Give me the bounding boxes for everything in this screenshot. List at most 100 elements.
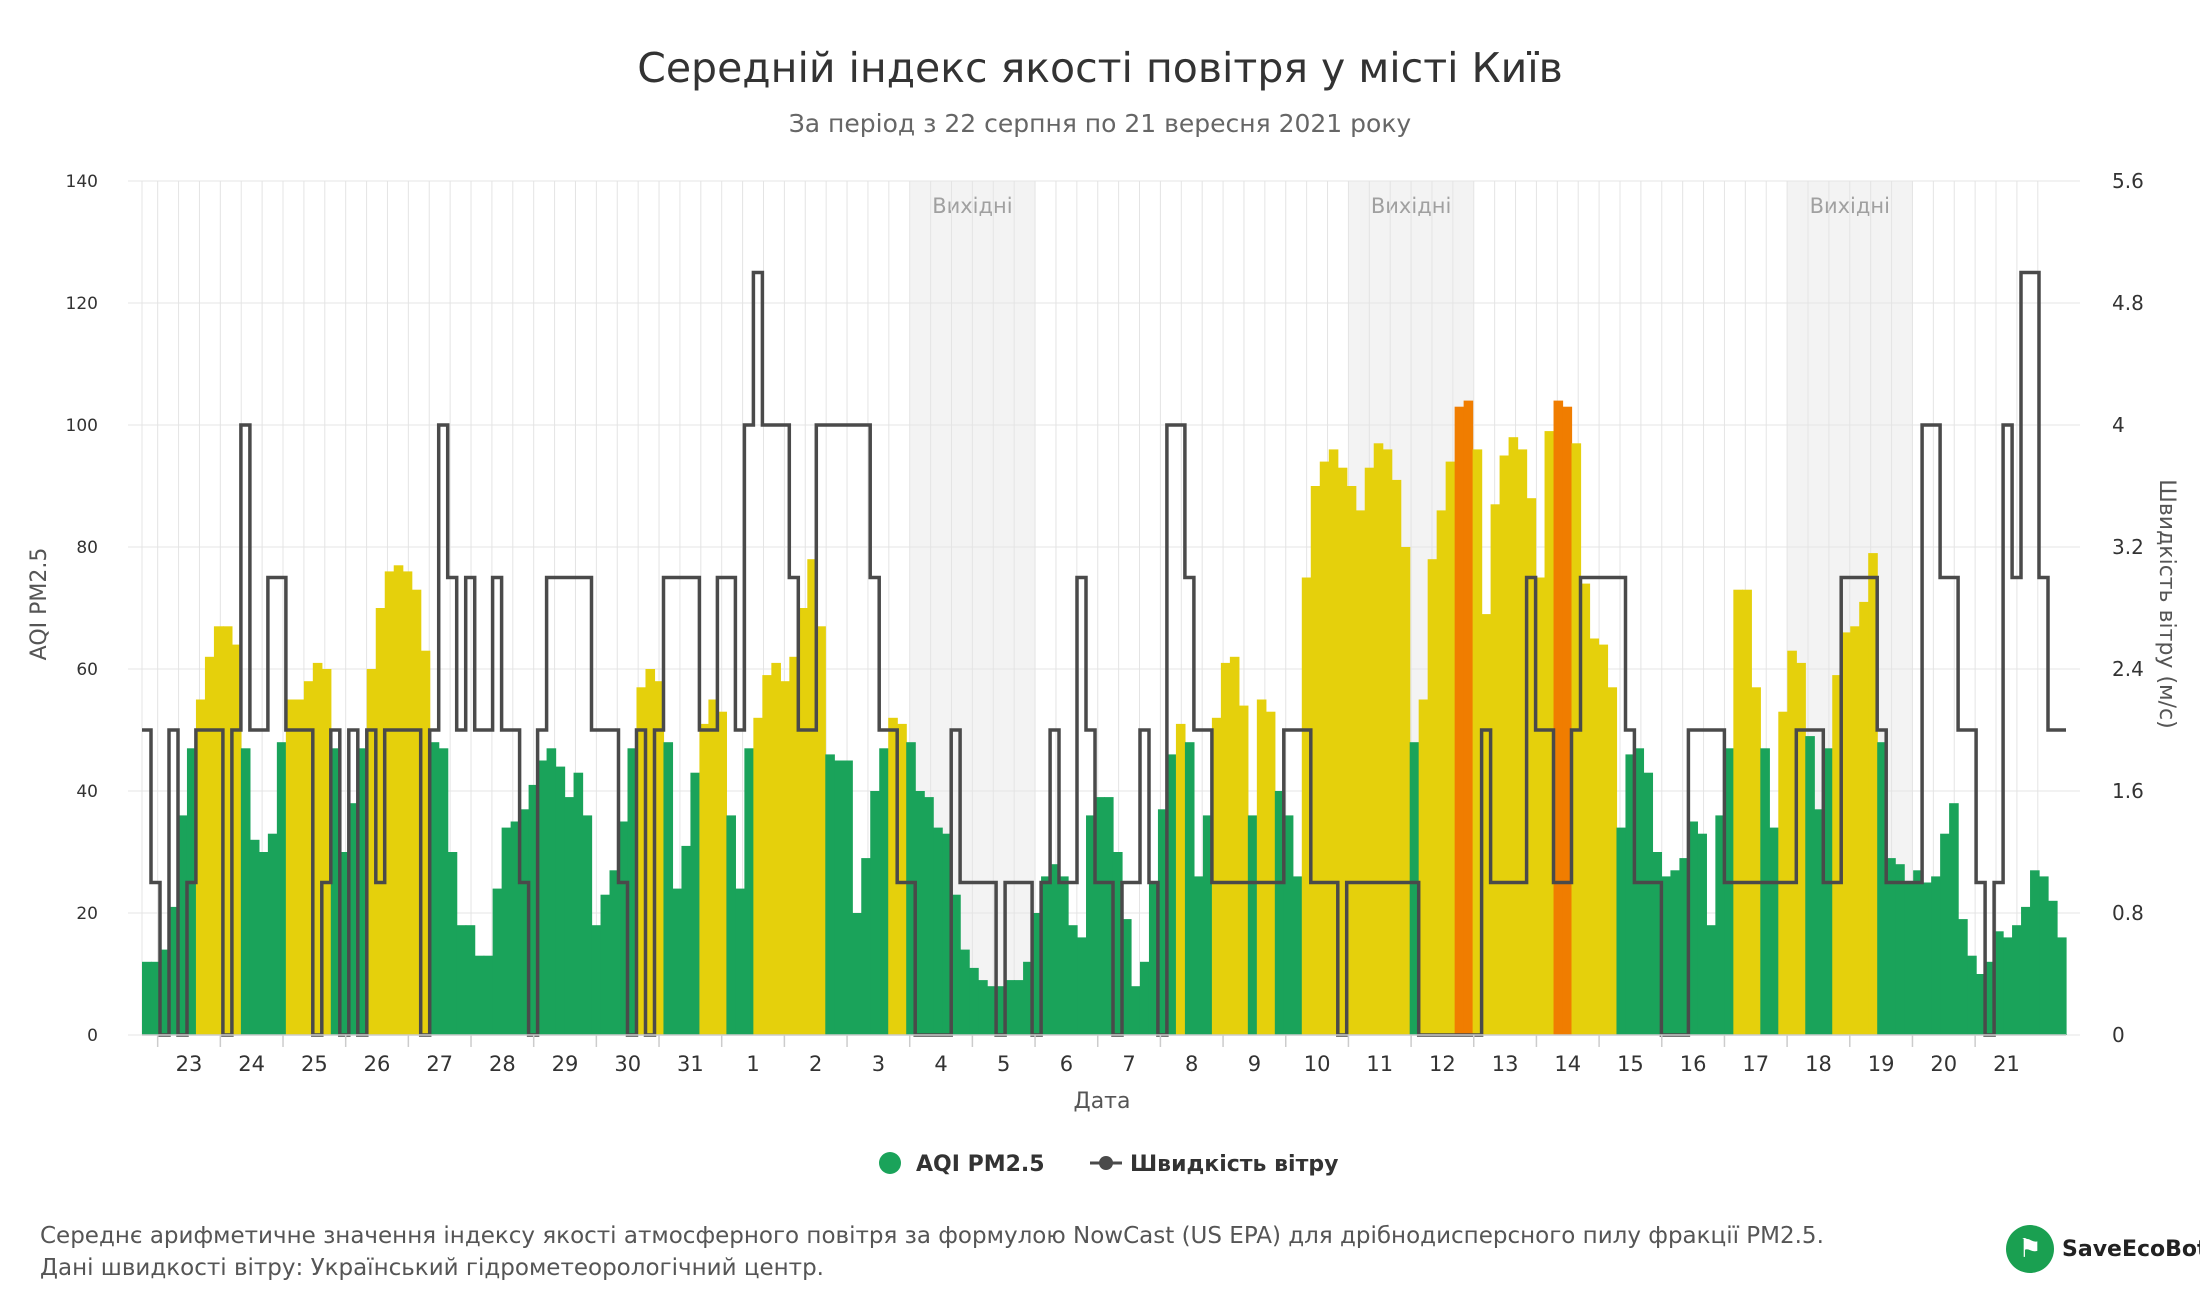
aqi-bar [744,748,754,1035]
aqi-bar [1706,925,1716,1035]
aqi-bar [339,852,350,1035]
aqi-bar [312,662,323,1035]
aqi-bar [2048,900,2058,1035]
x-tick-label: 17 [1742,1052,1769,1076]
aqi-bar [690,772,701,1035]
aqi-bar [1436,510,1447,1035]
aqi-bar [150,961,161,1035]
aqi-bar [2057,937,2067,1035]
aqi-bar [1814,809,1824,1035]
aqi-bar [771,662,781,1035]
aqi-bar [1517,449,1528,1035]
aqi-bar [618,821,629,1035]
y-tick-label: 20 [76,904,98,924]
x-tick-label: 5 [997,1052,1010,1076]
aqi-bar [1086,815,1096,1035]
aqi-bar [222,626,233,1035]
brand[interactable]: ⚑ SaveEcoBot [2006,1225,2200,1273]
aqi-bar [1499,455,1510,1035]
aqi-bar [933,827,943,1035]
aqi-bar [699,723,710,1035]
aqi-bar [1382,449,1393,1035]
y-tick-label: 0 [87,1026,98,1046]
x-tick-label: 25 [301,1052,328,1076]
aqi-bar [429,742,440,1035]
aqi-bar [780,681,790,1035]
aqi-bar [1328,449,1339,1035]
aqi-bar [1121,919,1132,1035]
aqi-bar [1526,498,1537,1035]
x-tick-label: 1 [746,1052,759,1076]
aqi-bar [591,925,602,1035]
aqi-bar [1418,699,1429,1035]
brand-name: SaveEcoBot [2062,1236,2200,1262]
aqi-bar [726,815,736,1035]
legend-label-wind: Швидкість вітру [1130,1152,1338,1177]
aqi-bar [1346,486,1357,1035]
aqi-bar [546,748,557,1035]
aqi-bar [1553,400,1564,1036]
y2-tick-label: 4 [2112,413,2125,437]
legend-item-wind[interactable]: Швидкість вітру [1090,1152,1338,1177]
aqi-bar [1787,650,1797,1035]
aqi-bar [1095,797,1105,1035]
aqi-bar [195,699,206,1035]
x-tick-label: 15 [1617,1052,1644,1076]
aqi-bar [735,888,745,1035]
aqi-bar [807,559,817,1035]
aqi-bar [1139,961,1150,1035]
aqi-bar [465,925,476,1035]
aqi-bar [834,760,844,1035]
y2-axis-title: Швидкість вітру (м/с) [2154,479,2179,728]
legend-item-aqi[interactable]: AQI PM2.5 [879,1152,1045,1177]
legend-marker-wind [1099,1156,1113,1170]
aqi-bar [708,699,719,1035]
y-tick-label: 120 [66,294,98,314]
aqi-bar [1472,449,1483,1035]
aqi-bar [1544,431,1555,1036]
x-axis-title: Дата [1074,1089,1131,1114]
legend[interactable]: AQI PM2.5 Швидкість вітру [879,1152,1338,1177]
y-tick-label: 140 [66,172,98,192]
aqi-bar [1661,876,1672,1035]
y-axis-title: AQI PM2.5 [27,548,52,661]
x-tick-label: 4 [934,1052,947,1076]
aqi-bar [2003,937,2013,1035]
aqi-bar [825,754,835,1035]
aqi-bar [375,608,386,1035]
aqi-bar [1760,748,1770,1035]
y2-tick-label: 5.6 [2112,169,2144,193]
aqi-bar [258,852,269,1035]
footnote-line-1: Середнє арифметичне значення індексу яко… [40,1223,1824,1249]
aqi-bar [537,760,548,1035]
aqi-bar [1922,882,1932,1035]
footnote-line-2: Дані швидкості вітру: Український гідром… [40,1255,824,1281]
aqi-bar [645,669,656,1035]
aqi-bar [951,894,961,1035]
aqi-bar [1481,614,1492,1035]
aqi-bar [897,723,907,1035]
x-tick-label: 30 [614,1052,641,1076]
aqi-bar [330,748,341,1035]
aqi-bar [1823,748,1833,1035]
x-tick-label: 26 [364,1052,391,1076]
aqi-bar [1679,858,1689,1035]
aqi-bar [789,656,799,1035]
aqi-bar [1175,723,1186,1035]
aqi-bar [1463,400,1474,1036]
aqi-bar [168,906,179,1035]
aqi-bar [1931,876,1941,1035]
x-tick-label: 21 [1993,1052,2020,1076]
x-tick-label: 27 [426,1052,453,1076]
aqi-bar [1157,809,1168,1035]
aqi-bar [717,711,727,1035]
aqi-bar [1742,589,1752,1035]
aqi-bar [1598,644,1609,1035]
x-tick-label: 9 [1248,1052,1261,1076]
aqi-bar [1023,961,1033,1035]
aqi-bar [1059,876,1069,1035]
aqi-bar [1202,815,1213,1035]
aqi-bar [1112,852,1123,1035]
aqi-bar [1104,797,1114,1035]
aqi-bar [474,955,485,1035]
